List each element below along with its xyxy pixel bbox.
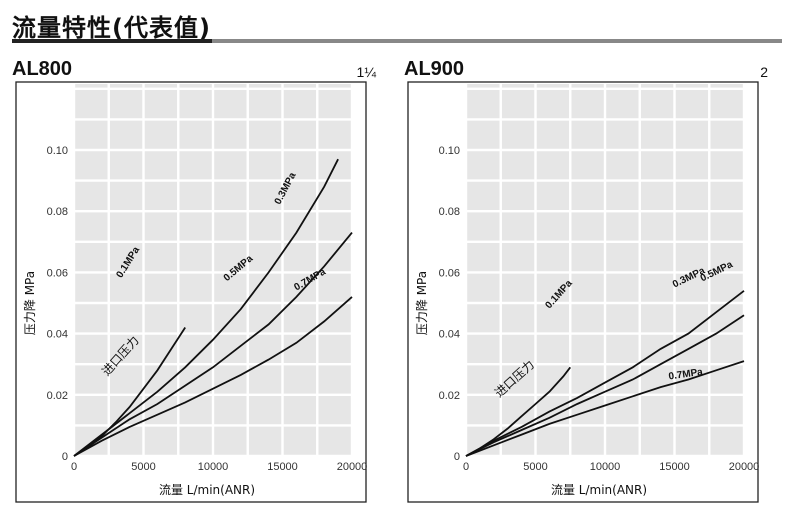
title-underline: [12, 39, 782, 43]
chart-model-name: AL800: [12, 58, 73, 80]
chart-port-size: 1¼: [356, 64, 376, 80]
x-tick-label: 5000: [131, 461, 155, 473]
x-tick-label: 10000: [590, 461, 621, 473]
y-tick-label: 0.02: [439, 390, 460, 402]
y-tick-label: 0.08: [439, 206, 460, 218]
chart-al900: 0 0.02 0.04 0.06 0.08 0.10 0 5000 10000 15000 2000…: [407, 81, 760, 503]
chart-port-size: 2: [760, 64, 768, 80]
x-tick-label: 20000: [337, 461, 368, 473]
y-axis-label: 压力降 MPa: [23, 271, 37, 335]
x-axis-label: 流量 L/min(ANR): [551, 483, 647, 497]
series-label: 0.7MPa: [668, 367, 704, 383]
y-tick-label: 0.10: [47, 145, 68, 157]
x-tick-label: 20000: [729, 461, 760, 473]
chart-panel-al800: AL800 1¼ 0 0.02 0.04 0.06 0.08 0.10 0 5000 10000…: [12, 58, 382, 508]
page-title: 流量特性(代表值): [12, 14, 211, 42]
series-line-0-7mpa: [465, 360, 745, 457]
x-tick-label: 0: [463, 461, 469, 473]
y-tick-label: 0.04: [439, 329, 460, 341]
x-tick-label: 15000: [267, 461, 298, 473]
y-tick-label: 0.04: [47, 329, 68, 341]
x-tick-label: 15000: [659, 461, 690, 473]
series-line-0-3mpa: [73, 158, 339, 457]
series-line-0-5mpa: [73, 232, 353, 457]
y-tick-label: 0: [62, 451, 68, 463]
y-tick-label: 0.06: [47, 267, 68, 279]
y-tick-label: 0: [454, 451, 460, 463]
y-tick-label: 0.06: [439, 267, 460, 279]
series-line-0-3mpa: [465, 290, 745, 457]
x-tick-label: 0: [71, 461, 77, 473]
x-tick-label: 10000: [198, 461, 229, 473]
y-tick-label: 0.02: [47, 390, 68, 402]
y-tick-label: 0.10: [439, 145, 460, 157]
y-axis-label: 压力降 MPa: [415, 271, 429, 335]
series-line-0-7mpa: [73, 296, 353, 457]
series-line-0-5mpa: [465, 314, 745, 457]
title-underline-accent: [12, 39, 212, 43]
x-axis-label: 流量 L/min(ANR): [159, 483, 255, 497]
y-tick-label: 0.08: [47, 206, 68, 218]
chart-al800: 0 0.02 0.04 0.06 0.08 0.10 0 5000 10000 15000 2000…: [15, 81, 368, 503]
chart-model-name: AL900: [404, 58, 465, 80]
x-tick-label: 5000: [523, 461, 547, 473]
chart-panel-al900: AL900 2 0 0.02 0.04 0.06 0.08 0.10 0 5000 10000 1…: [404, 58, 774, 508]
